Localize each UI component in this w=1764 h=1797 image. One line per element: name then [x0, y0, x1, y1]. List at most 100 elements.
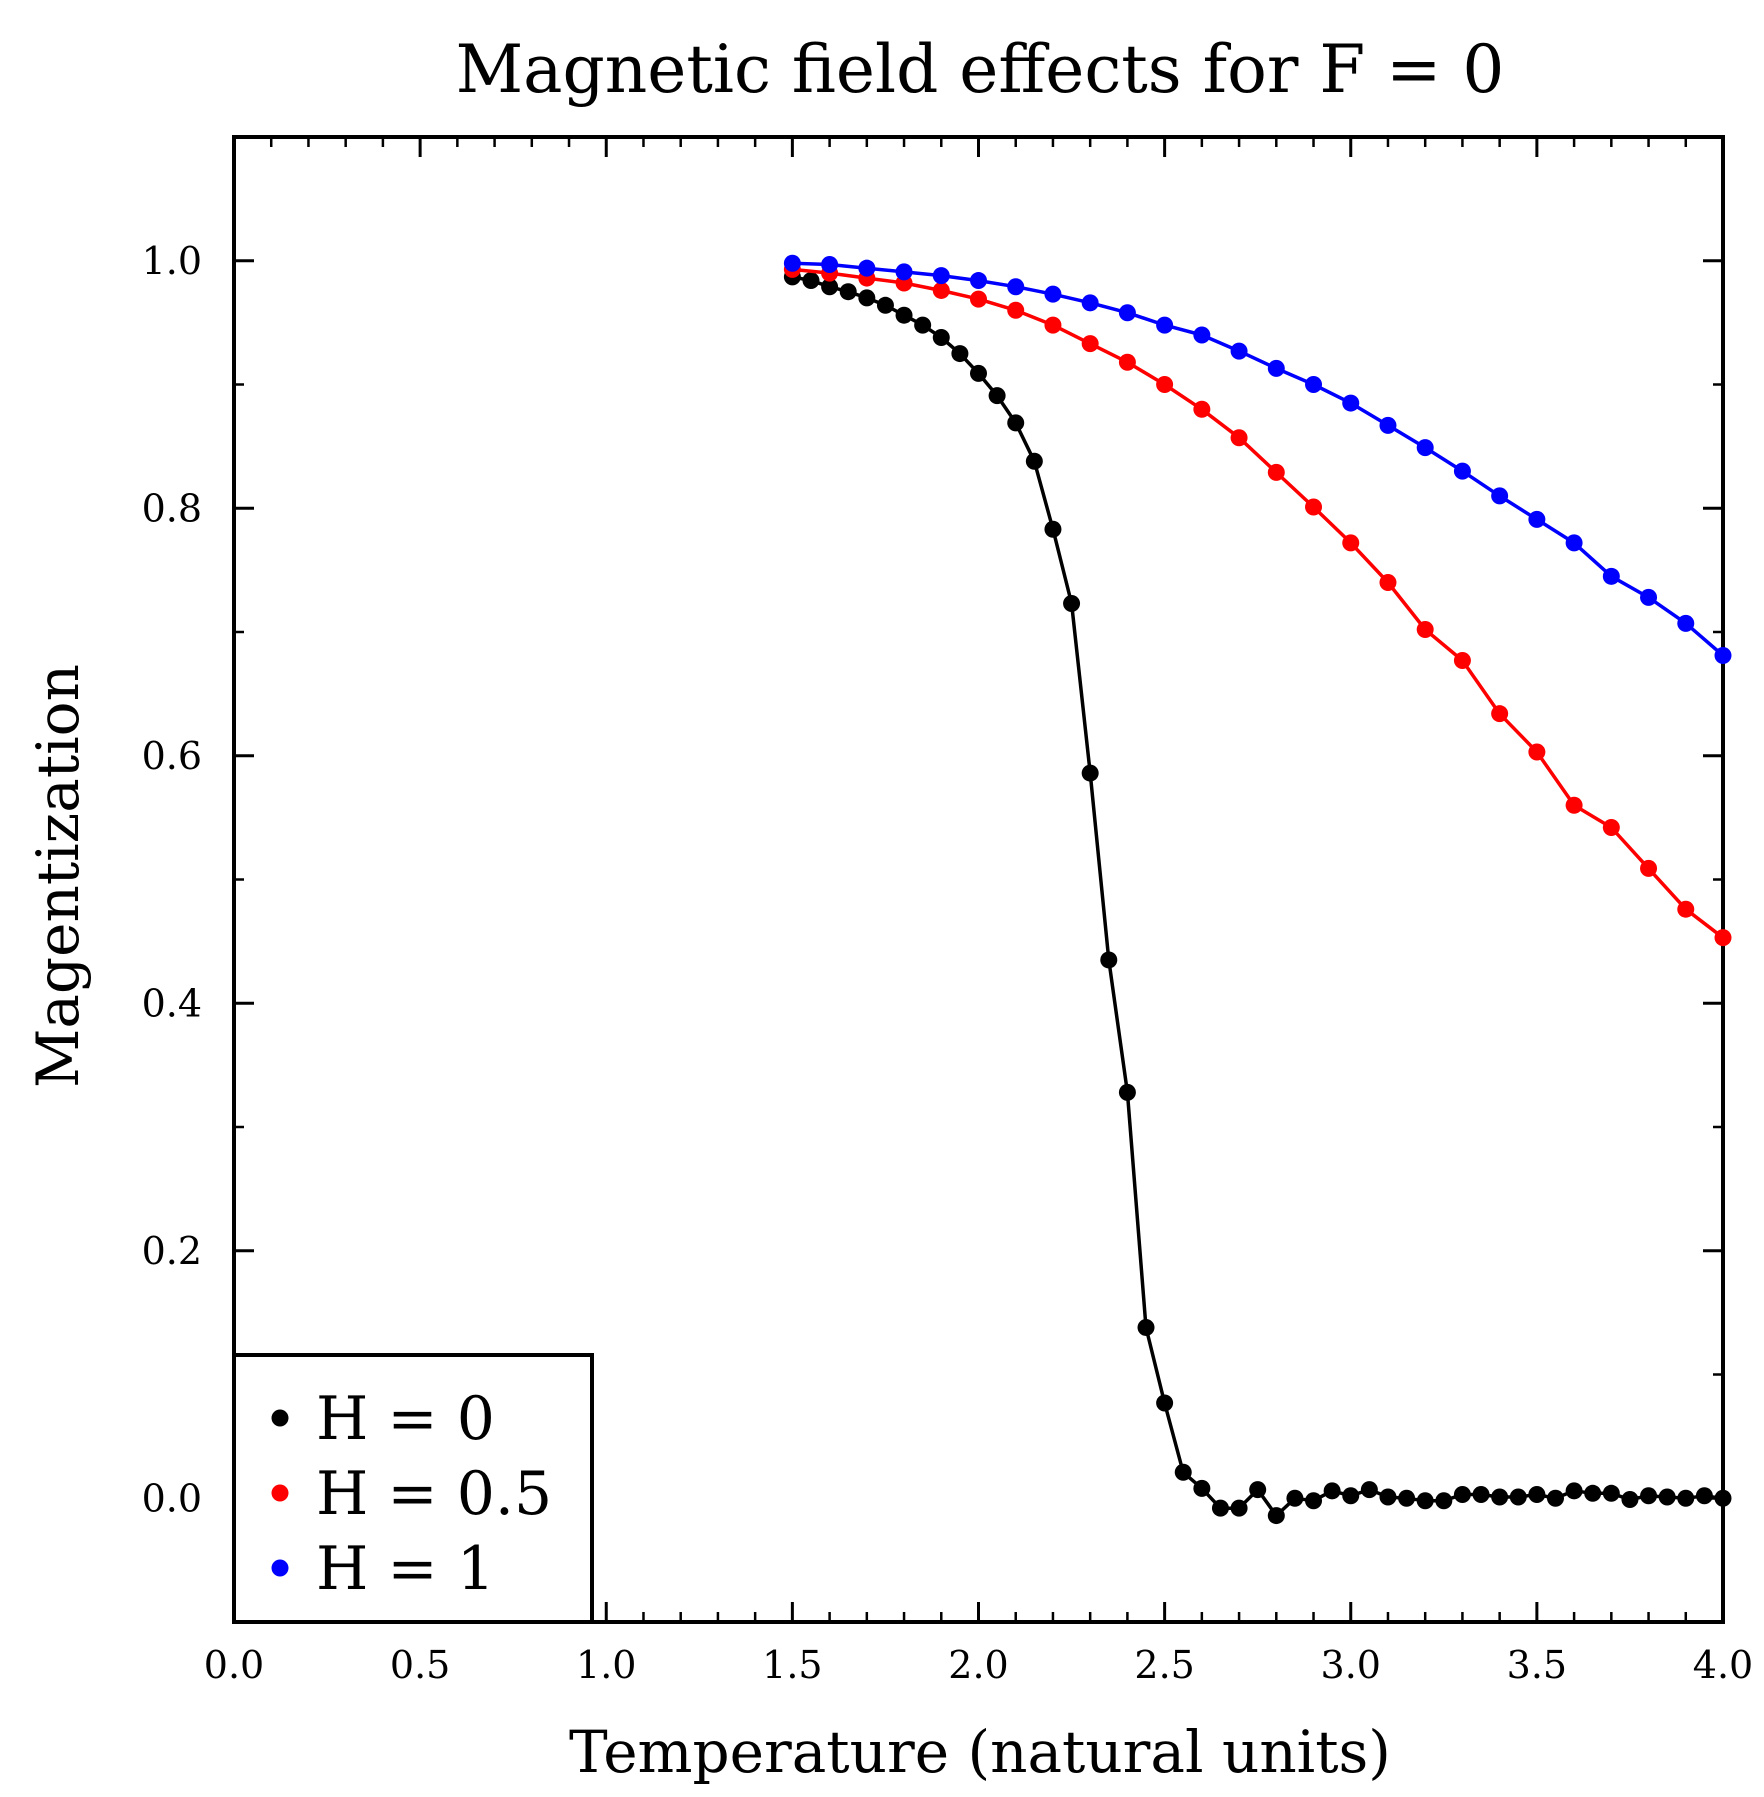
- series-line-0: [792, 275, 1724, 1518]
- data-point-series-2: [1602, 567, 1620, 585]
- data-point-series-0: [1193, 1479, 1211, 1497]
- data-point-series-1: [1305, 498, 1323, 516]
- x-tick-label: 1.0: [576, 1643, 636, 1687]
- y-tick-label: 0.8: [142, 486, 202, 530]
- data-point-series-2: [1528, 510, 1546, 528]
- data-point-series-0: [951, 345, 969, 363]
- data-point-series-0: [1267, 1507, 1285, 1525]
- data-point-series-0: [1602, 1484, 1620, 1502]
- data-point-series-1: [1118, 353, 1136, 371]
- data-point-series-0: [1472, 1486, 1490, 1504]
- data-point-series-0: [1137, 1318, 1155, 1336]
- data-point-series-1: [1044, 316, 1062, 334]
- data-point-series-2: [1714, 647, 1732, 665]
- data-point-series-0: [1695, 1487, 1713, 1505]
- data-point-series-0: [802, 272, 820, 290]
- x-tick-label: 0.5: [390, 1643, 450, 1687]
- data-point-series-0: [1156, 1394, 1174, 1412]
- x-tick-label: 3.0: [1321, 1643, 1381, 1687]
- data-point-series-0: [932, 328, 950, 346]
- chart-title: Magnetic field effects for F = 0: [456, 31, 1505, 108]
- series-line-2: [792, 261, 1725, 657]
- data-point-series-0: [1565, 1482, 1583, 1500]
- data-point-series-2: [1156, 316, 1174, 334]
- data-point-series-0: [1621, 1490, 1639, 1508]
- data-point-series-0: [1230, 1499, 1248, 1517]
- data-point-series-0: [1044, 520, 1062, 538]
- data-point-series-0: [1007, 414, 1025, 432]
- data-point-series-0: [876, 296, 894, 314]
- data-point-series-1: [1081, 335, 1099, 353]
- legend-box: [232, 1353, 594, 1624]
- data-point-series-1: [1007, 301, 1025, 319]
- x-tick-label: 1.5: [762, 1643, 822, 1687]
- data-point-series-2: [1342, 394, 1360, 412]
- data-point-series-0: [1453, 1486, 1471, 1504]
- data-point-series-0: [1435, 1492, 1453, 1510]
- legend-label: H = 0.5: [316, 1459, 552, 1529]
- data-point-series-0: [1249, 1481, 1267, 1499]
- y-tick-label: 0.0: [142, 1476, 202, 1520]
- data-point-series-0: [1584, 1484, 1602, 1502]
- data-point-series-0: [1416, 1492, 1434, 1510]
- y-axis-label: Magentization: [24, 664, 92, 1088]
- data-point-series-0: [1081, 764, 1099, 782]
- x-axis-label: Temperature (natural units): [569, 1718, 1391, 1786]
- data-point-series-2: [1305, 376, 1323, 393]
- y-tick-label: 0.6: [142, 734, 202, 778]
- data-point-series-1: [1714, 929, 1732, 947]
- data-point-series-2: [1007, 278, 1025, 296]
- legend: H = 0H = 0.5H = 1: [232, 1353, 594, 1624]
- data-point-series-0: [1491, 1488, 1509, 1506]
- data-point-series-0: [1174, 1463, 1192, 1481]
- data-point-series-0: [1528, 1486, 1546, 1504]
- data-point-series-0: [839, 283, 857, 301]
- legend-marker: [271, 1484, 289, 1502]
- data-point-series-0: [895, 306, 913, 324]
- data-point-series-2: [1565, 534, 1583, 552]
- plot-area: 0.0 0.5 1.0 1.5 2.0 2.5 3.0 3.5 4.0 0.0 0.2 0.4 0.6 0…: [142, 135, 1753, 1687]
- data-point-series-0: [1379, 1488, 1397, 1506]
- data-point-series-2: [1081, 294, 1099, 312]
- y-tick-label: 1.0: [142, 239, 202, 283]
- x-tick-label: 2.0: [948, 1643, 1008, 1687]
- data-point-series-2: [895, 263, 913, 281]
- data-point-series-0: [1546, 1489, 1564, 1507]
- data-point-series-1: [1416, 621, 1434, 639]
- legend-marker: [271, 1409, 289, 1427]
- data-point-series-2: [1118, 304, 1136, 322]
- data-point-series-0: [988, 387, 1006, 405]
- data-point-series-1: [1230, 429, 1248, 447]
- data-point-series-0: [1509, 1488, 1527, 1506]
- data-point-series-2: [783, 254, 801, 272]
- data-point-series-0: [858, 289, 876, 307]
- data-point-series-0: [1677, 1489, 1695, 1507]
- data-point-series-2: [1491, 487, 1509, 505]
- x-tick-label: 4.0: [1693, 1643, 1753, 1687]
- data-point-series-1: [1453, 651, 1471, 669]
- data-point-series-2: [1677, 614, 1695, 632]
- data-point-series-1: [1156, 376, 1174, 393]
- data-point-series-0: [1714, 1489, 1732, 1507]
- data-point-series-1: [1267, 463, 1285, 481]
- legend-marker: [271, 1559, 289, 1577]
- data-point-series-1: [970, 290, 987, 308]
- data-point-series-0: [821, 278, 839, 296]
- data-point-series-0: [1640, 1487, 1658, 1505]
- y-tick-label: 0.4: [142, 981, 202, 1025]
- data-point-series-0: [1100, 951, 1118, 969]
- legend-label: H = 0: [316, 1384, 495, 1454]
- x-tick-label: 2.5: [1134, 1643, 1194, 1687]
- data-point-series-0: [1323, 1482, 1341, 1500]
- data-point-series-2: [1416, 439, 1434, 457]
- data-point-series-2: [1453, 462, 1471, 480]
- data-point-series-0: [1305, 1492, 1323, 1510]
- data-point-series-2: [1044, 285, 1062, 303]
- data-point-series-2: [1193, 326, 1211, 344]
- data-point-series-2: [1230, 342, 1248, 360]
- data-point-series-2: [1267, 359, 1285, 377]
- data-point-series-2: [858, 259, 876, 277]
- data-point-series-0: [1211, 1499, 1229, 1517]
- x-tick-label: 3.5: [1507, 1643, 1567, 1687]
